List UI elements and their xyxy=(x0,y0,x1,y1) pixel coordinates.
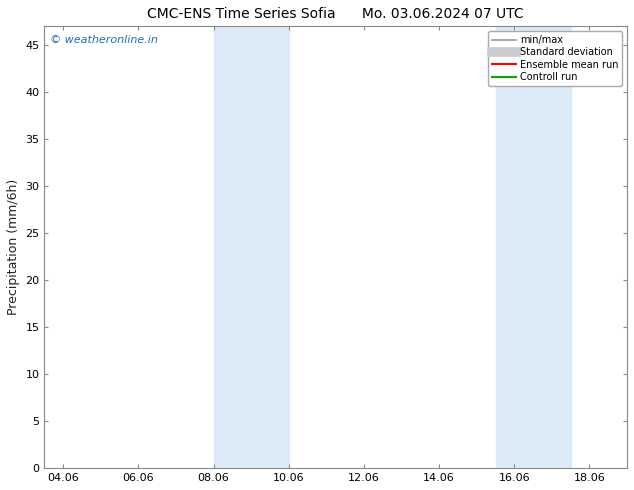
Y-axis label: Precipitation (mm/6h): Precipitation (mm/6h) xyxy=(7,179,20,316)
Bar xyxy=(214,26,289,468)
Text: © weatheronline.in: © weatheronline.in xyxy=(50,35,158,45)
Legend: min/max, Standard deviation, Ensemble mean run, Controll run: min/max, Standard deviation, Ensemble me… xyxy=(488,31,622,86)
Title: CMC-ENS Time Series Sofia      Mo. 03.06.2024 07 UTC: CMC-ENS Time Series Sofia Mo. 03.06.2024… xyxy=(148,7,524,21)
Bar xyxy=(496,26,571,468)
